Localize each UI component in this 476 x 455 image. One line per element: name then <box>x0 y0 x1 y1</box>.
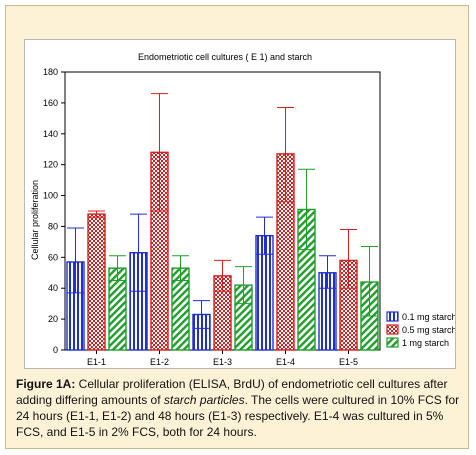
x-tick-label: E1-5 <box>339 357 358 367</box>
x-tick-label: E1-3 <box>213 357 232 367</box>
y-tick-label: 160 <box>43 98 58 108</box>
y-tick-label: 20 <box>48 314 58 324</box>
x-tick-label: E1-2 <box>150 357 169 367</box>
caption-text-2: . The cells were cultured in 10% FCS for… <box>16 393 460 439</box>
caption-italic: starch particles <box>163 393 245 407</box>
chart-panel: Endometriotic cell cultures ( E 1) and s… <box>24 39 457 369</box>
legend-swatch <box>386 311 399 322</box>
caption-label: Figure 1A: <box>16 377 76 391</box>
plot-area: 0 20 40 60 80 100 120 140 160 180 E1-1 E1-2 E1-3 E1-4… <box>43 67 457 367</box>
legend-label: 1 mg starch <box>402 338 449 348</box>
y-axis-label: Cellular proliferation <box>30 180 40 260</box>
figure-panel: Endometriotic cell cultures ( E 1) and s… <box>5 5 469 449</box>
bar-1-0 <box>87 213 106 351</box>
chart-title: Endometriotic cell cultures ( E 1) and s… <box>138 52 312 62</box>
y-tick-label: 100 <box>43 191 58 201</box>
y-tick-label: 60 <box>48 252 58 262</box>
y-tick-label: 0 <box>53 345 58 355</box>
bar-chart: Endometriotic cell cultures ( E 1) and s… <box>30 52 457 367</box>
y-tick-label: 140 <box>43 129 58 139</box>
y-tick-label: 120 <box>43 160 58 170</box>
legend-label: 0.5 mg starch <box>402 325 455 335</box>
caption-text-1: Cellular proliferation (ELISA, BrdU) of … <box>16 377 448 407</box>
figure-caption: Figure 1A: Cellular proliferation (ELISA… <box>16 376 468 440</box>
y-tick-label: 80 <box>48 221 58 231</box>
y-tick-label: 180 <box>43 67 58 77</box>
legend-swatch <box>386 324 399 335</box>
legend-label: 0.1 mg starch <box>402 312 455 322</box>
y-tick-label: 40 <box>48 283 58 293</box>
x-tick-label: E1-1 <box>87 357 106 367</box>
legend-swatch <box>386 337 399 348</box>
x-tick-label: E1-4 <box>276 357 295 367</box>
